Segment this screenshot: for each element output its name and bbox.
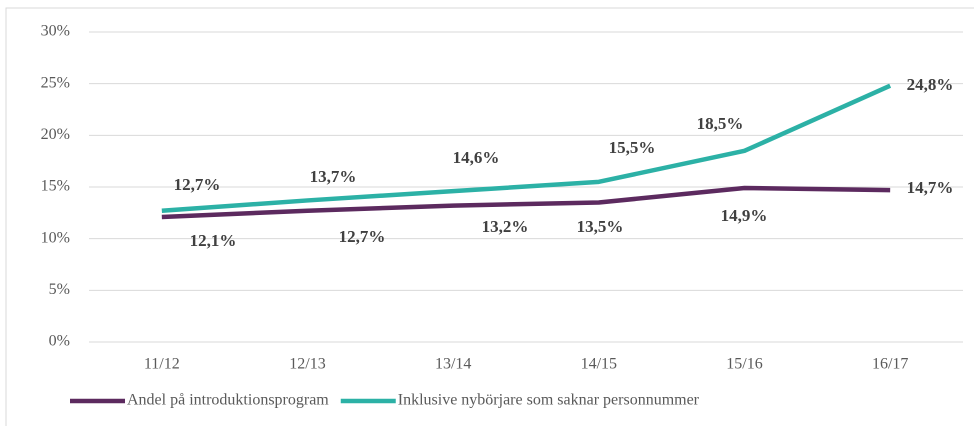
data-label: 14,9% [721, 206, 768, 225]
x-tick-label: 14/15 [581, 356, 617, 373]
data-label: 15,5% [609, 138, 656, 157]
y-tick-label: 25% [41, 74, 70, 91]
data-label: 14,7% [907, 178, 954, 197]
data-label: 18,5% [697, 114, 744, 133]
y-tick-label: 30% [41, 23, 70, 40]
y-tick-label: 15% [41, 178, 70, 195]
y-tick-label: 5% [49, 281, 70, 298]
x-tick-label: 15/16 [726, 356, 762, 373]
chart-border [5, 7, 974, 426]
data-label: 12,7% [174, 175, 221, 194]
series-line [161, 83, 892, 214]
data-label: 12,1% [190, 231, 237, 250]
series-line [161, 185, 891, 220]
legend-label: Inklusive nybörjare som saknar personnum… [398, 392, 700, 409]
data-label: 13,5% [577, 217, 624, 236]
data-label: 13,7% [310, 167, 357, 186]
data-label: 24,8% [907, 75, 954, 94]
legend-label: Andel på introduktionsprogram [127, 392, 329, 409]
x-tick-label: 16/17 [872, 356, 908, 373]
data-label: 13,2% [482, 217, 529, 236]
data-label: 14,6% [453, 148, 500, 167]
y-tick-label: 10% [41, 229, 70, 246]
x-tick-label: 13/14 [435, 356, 471, 373]
x-tick-label: 11/12 [144, 356, 180, 373]
y-tick-label: 20% [41, 126, 70, 143]
data-label: 12,7% [339, 227, 386, 246]
y-tick-label: 0% [49, 333, 70, 350]
x-tick-label: 12/13 [289, 356, 325, 373]
